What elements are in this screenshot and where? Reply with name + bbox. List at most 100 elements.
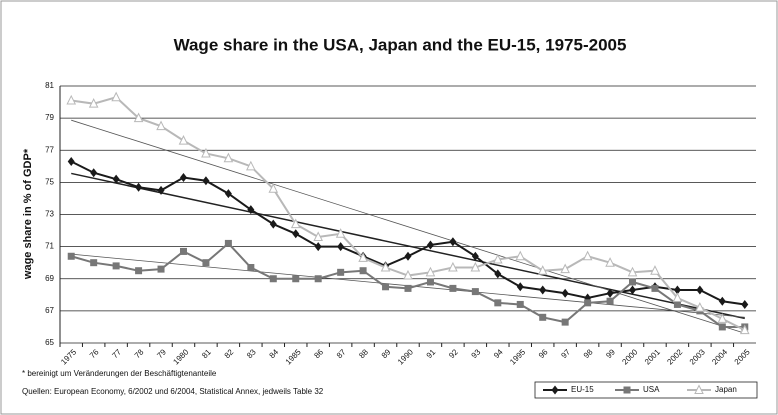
point	[292, 275, 300, 283]
point	[224, 189, 232, 199]
point	[246, 160, 256, 171]
legend-label: EU-15	[571, 385, 594, 394]
point	[380, 261, 391, 272]
point	[471, 288, 479, 296]
point	[426, 278, 434, 286]
point	[67, 252, 75, 260]
point	[135, 182, 143, 192]
point	[516, 282, 524, 292]
point	[470, 261, 481, 272]
trend-line	[71, 119, 745, 334]
point	[112, 262, 120, 270]
chart-title: Wage share in the USA, Japan and the EU-…	[174, 35, 627, 54]
point	[696, 285, 704, 295]
point	[358, 252, 368, 262]
point	[201, 147, 211, 158]
point	[471, 251, 479, 261]
point	[111, 91, 121, 102]
point	[179, 247, 187, 255]
point	[605, 257, 615, 267]
point	[492, 253, 503, 264]
point	[247, 264, 255, 272]
point	[67, 156, 75, 166]
y-tick-label: 77	[45, 145, 54, 154]
point	[88, 98, 99, 108]
point	[449, 284, 457, 292]
point	[247, 205, 255, 215]
point	[269, 219, 277, 229]
point	[223, 152, 234, 163]
point	[269, 275, 277, 283]
point	[314, 242, 322, 252]
source: Quellen: European Economy, 6/2002 und 6/…	[22, 387, 324, 396]
point	[157, 265, 165, 273]
point	[629, 278, 637, 286]
point	[382, 283, 390, 291]
point	[539, 285, 547, 295]
legend-marker	[694, 384, 704, 394]
y-tick-label: 71	[45, 242, 54, 251]
point	[515, 250, 526, 261]
point	[178, 134, 189, 145]
point	[739, 324, 750, 335]
point	[359, 267, 367, 275]
point	[651, 284, 659, 292]
point	[494, 299, 502, 307]
point	[292, 229, 300, 239]
point	[135, 267, 143, 275]
point	[156, 120, 166, 131]
legend-marker	[623, 386, 631, 394]
point	[290, 218, 301, 229]
point	[224, 239, 232, 247]
point	[673, 285, 681, 295]
y-tick-label: 65	[45, 338, 54, 347]
point	[539, 313, 547, 321]
y-tick-label: 67	[45, 306, 54, 315]
point	[337, 268, 345, 276]
point	[606, 297, 614, 305]
legend-label: Japan	[715, 385, 737, 394]
point	[695, 302, 705, 312]
point	[561, 318, 569, 326]
y-tick-label: 79	[45, 113, 54, 122]
point	[494, 269, 502, 279]
point	[403, 269, 413, 280]
point	[404, 284, 412, 292]
point	[202, 176, 210, 186]
point	[516, 300, 524, 308]
point	[560, 263, 570, 274]
point	[268, 183, 279, 193]
y-tick-label: 75	[45, 177, 54, 186]
point	[66, 94, 77, 105]
point	[90, 168, 98, 178]
point	[717, 313, 728, 323]
point	[561, 288, 569, 298]
point	[673, 300, 681, 308]
point	[537, 265, 548, 275]
point	[672, 292, 683, 303]
point	[157, 185, 165, 195]
point	[313, 231, 324, 241]
point	[449, 237, 457, 247]
point	[448, 261, 458, 272]
point	[335, 228, 346, 238]
y-tick-label: 69	[45, 274, 54, 283]
point	[404, 251, 412, 261]
legend-marker	[551, 385, 559, 395]
point	[606, 288, 614, 298]
point	[718, 323, 726, 331]
point	[718, 296, 726, 306]
point	[179, 173, 187, 183]
y-tick-label: 81	[45, 81, 54, 90]
point	[202, 259, 210, 267]
point	[582, 250, 593, 261]
point	[629, 285, 637, 295]
point	[314, 275, 322, 283]
legend-label: USA	[643, 385, 660, 394]
y-tick-label: 73	[45, 210, 54, 219]
point	[627, 266, 638, 277]
point	[337, 242, 345, 252]
point	[425, 266, 436, 277]
